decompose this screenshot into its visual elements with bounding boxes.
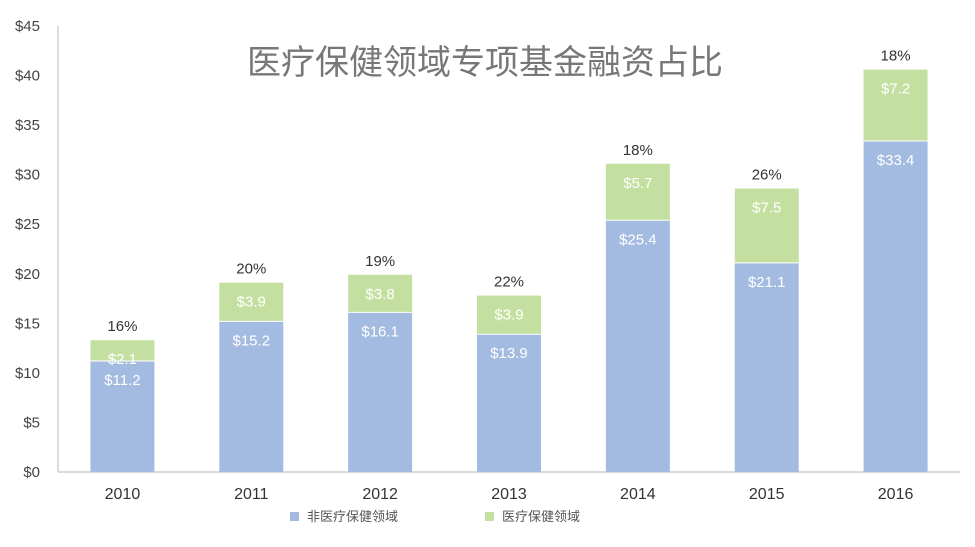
x-category-label: 2012 (362, 486, 398, 503)
bar-value-label: $3.9 (494, 307, 523, 324)
bar-segment-healthcare (90, 340, 155, 361)
legend-swatch (290, 512, 299, 521)
legend-swatch (485, 512, 494, 521)
y-tick-label: $15 (15, 315, 40, 332)
bar-segment-non-healthcare (90, 360, 155, 472)
bar-segment-healthcare (734, 188, 799, 263)
x-category-label: 2016 (878, 486, 914, 503)
bar-value-label: $3.9 (237, 294, 266, 311)
legend-label: 非医疗保健领域 (307, 510, 398, 525)
bar-segment-non-healthcare (734, 262, 799, 472)
y-tick-label: $40 (15, 68, 40, 85)
bar-segment-healthcare (605, 163, 670, 221)
bar-value-label: $7.5 (752, 200, 781, 217)
y-tick-label: $45 (15, 18, 40, 35)
y-tick-label: $30 (15, 167, 40, 184)
bar-value-label: $3.8 (366, 286, 395, 303)
x-category-label: 2013 (491, 486, 527, 503)
bar-value-label: $15.2 (233, 332, 271, 349)
bar-segment-non-healthcare (863, 140, 928, 473)
share-percent-label: 19% (365, 253, 395, 270)
y-tick-label: $35 (15, 117, 40, 134)
bar-value-label: $16.1 (361, 323, 399, 340)
bar-segment-healthcare (348, 274, 413, 313)
x-category-label: 2010 (105, 486, 141, 503)
share-percent-label: 18% (623, 142, 653, 159)
share-percent-label: 22% (494, 274, 524, 291)
x-category-label: 2011 (234, 486, 269, 503)
bar-value-label: $13.9 (490, 345, 528, 362)
share-percent-label: 26% (752, 167, 782, 184)
y-tick-labels: $0 $5 $10 $15 $20 $25 $30 $35 $40 $45 (15, 18, 40, 481)
bars: $11.2 $2.1 16% $15.2 $3.9 20% $16.1 $3.8 19% $13.… (90, 48, 928, 473)
share-percent-label: 18% (881, 48, 911, 65)
bar-value-label: $25.4 (619, 231, 657, 248)
bar-segment-healthcare (219, 282, 284, 322)
bar-value-label: $21.1 (748, 274, 786, 291)
y-tick-label: $25 (15, 216, 40, 233)
bar-value-label: $7.2 (881, 81, 910, 98)
bar-segment-non-healthcare (477, 334, 541, 472)
bar-segment-healthcare (863, 69, 928, 141)
bar-value-label: $5.7 (623, 175, 652, 192)
bar-segment-non-healthcare (219, 321, 284, 472)
bar-value-label: $2.1 (108, 351, 137, 368)
bar-value-label: $33.4 (877, 152, 915, 169)
legend-label: 医疗保健领域 (502, 510, 580, 525)
bar-segment-healthcare (477, 295, 541, 335)
legend: 非医疗保健领域 医疗保健领域 (290, 510, 580, 525)
y-tick-label: $0 (23, 464, 40, 481)
x-category-label: 2014 (620, 486, 656, 503)
share-percent-label: 20% (236, 261, 266, 278)
x-category-label: 2015 (749, 486, 785, 503)
y-tick-label: $10 (15, 365, 40, 382)
bar-segment-non-healthcare (605, 220, 670, 472)
bar-value-label: $11.2 (104, 372, 140, 389)
chart-title: 医疗保健领域专项基金融资占比 (247, 43, 723, 83)
share-percent-label: 16% (107, 318, 137, 335)
category-labels: 2010 2011 2012 2013 2014 2015 2016 (105, 486, 914, 503)
y-tick-label: $20 (15, 266, 40, 283)
y-tick-label: $5 (23, 414, 40, 431)
bar-segment-non-healthcare (348, 312, 413, 472)
